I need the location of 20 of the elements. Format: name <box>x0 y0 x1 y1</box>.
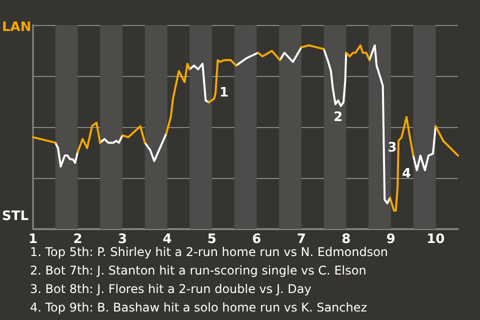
x-tick-label: 1 <box>28 232 38 247</box>
text: 1. Top 5th: P. Shirley hit a 2-run home run vs N. Edmondson <box>30 245 388 259</box>
x-tick-label: 9 <box>386 232 396 247</box>
text: 2. Bot 7th: J. Stanton hit a run-scoring single vs C. Elson <box>30 264 366 278</box>
x-tick-label: 3 <box>118 232 127 247</box>
x-tick-label: 8 <box>342 232 351 247</box>
text: STL <box>2 209 29 224</box>
x-tick-label: 2 <box>73 232 82 247</box>
annotation: 3 <box>388 140 397 156</box>
x-tick-label: 10 <box>426 232 445 247</box>
x-tick-label: 5 <box>207 232 216 247</box>
annotation: 1 <box>220 86 229 101</box>
text: 3. Bot 8th: J. Flores hit a 2-run double vs J. Day <box>30 282 312 296</box>
x-tick-label: 7 <box>296 232 306 247</box>
x-tick-label: 6 <box>252 232 262 247</box>
annotation: 2 <box>334 110 343 125</box>
text: 4. Top 9th: B. Bashaw hit a solo home run vs K. Sanchez <box>30 300 368 314</box>
annotation: 4 <box>402 166 412 182</box>
x-tick-label: 4 <box>162 232 172 247</box>
text: LAN <box>2 20 32 35</box>
